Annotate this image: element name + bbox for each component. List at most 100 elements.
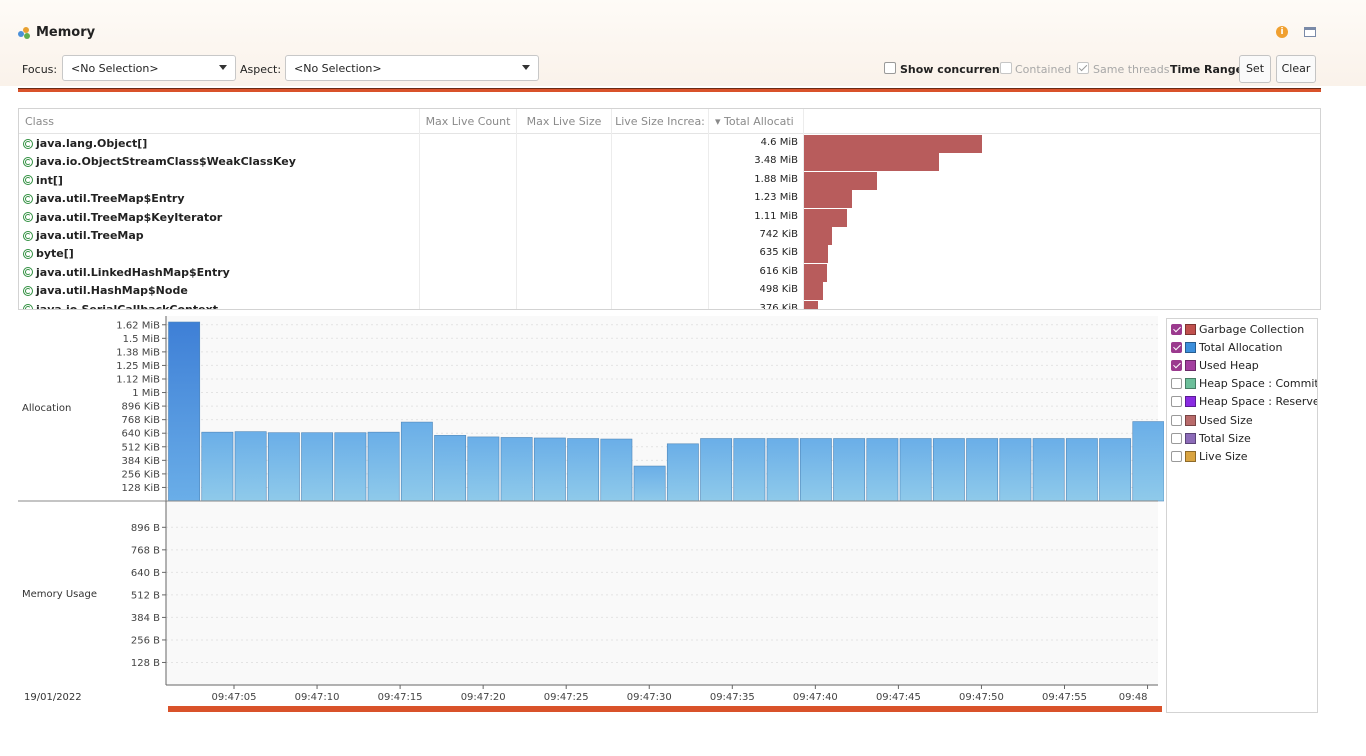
legend-item[interactable]: Total Allocation (1171, 339, 1282, 355)
y-tick-label: 768 KiB (122, 415, 161, 426)
aspect-label: Aspect: (240, 63, 282, 76)
column-header-live-size-increase[interactable]: Live Size Increa: (612, 109, 708, 134)
class-icon (23, 267, 33, 278)
legend-label: Used Heap (1199, 358, 1259, 372)
column-header-class[interactable]: Class (19, 109, 419, 134)
table-row[interactable]: java.util.LinkedHashMap$Entry 616 KiB (19, 263, 1319, 282)
x-tick-label: 09:47:30 (627, 692, 672, 703)
allocation-bar (467, 436, 500, 502)
info-icon[interactable]: i (1276, 26, 1288, 38)
allocation-bar (1032, 438, 1065, 502)
total-allocation-cell: 1.23 MiB (754, 192, 798, 204)
allocation-bar (267, 432, 300, 502)
x-tick-label: 09:47:20 (461, 692, 506, 703)
class-name-cell: byte[] (23, 247, 74, 260)
legend-item[interactable]: Heap Space : Reserved (1171, 394, 1317, 410)
x-tick-label: 09:47:35 (710, 692, 755, 703)
clear-button[interactable]: Clear (1276, 55, 1316, 83)
legend-item[interactable]: Garbage Collection (1171, 321, 1304, 337)
legend-checkbox[interactable] (1171, 396, 1182, 408)
legend-item[interactable]: Live Size (1171, 448, 1248, 464)
x-tick-label: 09:47:05 (212, 692, 257, 703)
same-threads-checkbox[interactable] (1077, 62, 1089, 74)
aspect-select[interactable]: <No Selection> (285, 55, 539, 81)
allocation-bar (833, 438, 866, 502)
legend-item[interactable]: Heap Space : Committ (1171, 376, 1317, 392)
column-header-total-allocation[interactable]: ▾ Total Allocati (709, 109, 803, 134)
allocation-bar (804, 282, 823, 301)
total-allocation-cell: 1.11 MiB (754, 210, 798, 222)
legend-item[interactable]: Used Size (1171, 412, 1253, 428)
legend-label: Live Size (1199, 449, 1248, 463)
column-header-max-live-count[interactable]: Max Live Count (420, 109, 516, 134)
allocation-bar (966, 438, 999, 502)
y-tick-label: 128 KiB (122, 483, 161, 494)
y-tick-label: 640 B (131, 568, 160, 579)
x-tick-label: 09:47:50 (959, 692, 1004, 703)
allocation-bar (633, 465, 666, 502)
legend-color-swatch (1185, 323, 1196, 335)
table-row[interactable]: java.util.TreeMap 742 KiB (19, 227, 1319, 245)
table-row[interactable]: java.io.SerialCallbackContext 376 KiB (19, 300, 1319, 309)
table-row[interactable]: java.io.ObjectStreamClass$WeakClassKey 3.… (19, 153, 1319, 172)
x-tick-label: 09:47:15 (378, 692, 423, 703)
legend-color-swatch (1185, 396, 1196, 408)
set-button[interactable]: Set (1239, 55, 1271, 83)
allocation-bar (700, 438, 733, 502)
total-allocation-cell: 742 KiB (759, 229, 798, 240)
allocation-bar (666, 443, 699, 502)
column-header-max-live-size[interactable]: Max Live Size (517, 109, 611, 134)
focus-label: Focus: (22, 63, 58, 76)
show-concurrent-checkbox[interactable] (884, 62, 896, 74)
chart-legend: Garbage Collection Total Allocation Used H… (1166, 318, 1318, 713)
x-tick-label: 09:47:45 (876, 692, 921, 703)
legend-checkbox[interactable] (1171, 414, 1182, 426)
legend-label: Garbage Collection (1199, 322, 1305, 336)
total-allocation-cell: 3.48 MiB (754, 155, 798, 167)
allocation-bar (1132, 421, 1165, 502)
class-icon (23, 193, 33, 204)
y-tick-label: 256 KiB (122, 469, 161, 480)
table-row[interactable]: byte[] 635 KiB (19, 245, 1319, 264)
sort-desc-icon: ▾ (715, 115, 721, 128)
table-row[interactable]: java.lang.Object[] 4.6 MiB (19, 135, 1319, 153)
y-axis-label: Memory Usage (22, 589, 97, 600)
allocation-bar (804, 135, 982, 153)
total-allocation-cell: 1.88 MiB (754, 173, 798, 185)
legend-checkbox[interactable] (1171, 341, 1182, 353)
legend-checkbox[interactable] (1171, 359, 1182, 371)
focus-select[interactable]: <No Selection> (62, 55, 236, 81)
allocation-bar (201, 431, 234, 502)
legend-color-swatch (1185, 378, 1196, 390)
table-row[interactable]: java.util.HashMap$Node 498 KiB (19, 282, 1319, 301)
page-title: Memory (18, 25, 95, 40)
allocation-bar (799, 438, 832, 502)
time-range-indicator[interactable] (168, 706, 1162, 712)
panel-toggle-icon[interactable] (1304, 27, 1316, 37)
contained-checkbox[interactable] (1000, 62, 1012, 74)
selection-range-bar (18, 88, 1321, 92)
legend-item[interactable]: Total Size (1171, 430, 1251, 446)
y-tick-label: 1.25 MiB (116, 361, 160, 372)
class-icon (23, 285, 33, 296)
legend-label: Total Size (1199, 431, 1251, 445)
y-tick-label: 1.12 MiB (116, 374, 160, 385)
memory-chart[interactable]: 128 KiB 256 KiB 384 KiB 512 KiB 640 KiB 768 K… (18, 316, 1198, 716)
show-concurrent-label: Show concurrent: (900, 63, 1010, 76)
legend-checkbox[interactable] (1171, 432, 1182, 444)
legend-checkbox[interactable] (1171, 378, 1182, 390)
table-row[interactable]: int[] 1.88 MiB (19, 171, 1319, 190)
allocation-bar (1099, 438, 1132, 502)
legend-item[interactable]: Used Heap (1171, 357, 1259, 373)
x-date-label: 19/01/2022 (24, 692, 82, 703)
legend-color-swatch (1185, 414, 1196, 426)
legend-label: Total Allocation (1199, 340, 1283, 354)
allocation-bar (804, 190, 852, 209)
legend-checkbox[interactable] (1171, 450, 1182, 462)
table-row[interactable]: java.util.TreeMap$KeyIterator 1.11 MiB (19, 208, 1319, 227)
allocation-bar (804, 208, 847, 227)
legend-checkbox[interactable] (1171, 323, 1182, 335)
table-row[interactable]: java.util.TreeMap$Entry 1.23 MiB (19, 190, 1319, 209)
x-tick-label: 09:47:25 (544, 692, 589, 703)
x-tick-label: 09:48 (1119, 692, 1148, 703)
